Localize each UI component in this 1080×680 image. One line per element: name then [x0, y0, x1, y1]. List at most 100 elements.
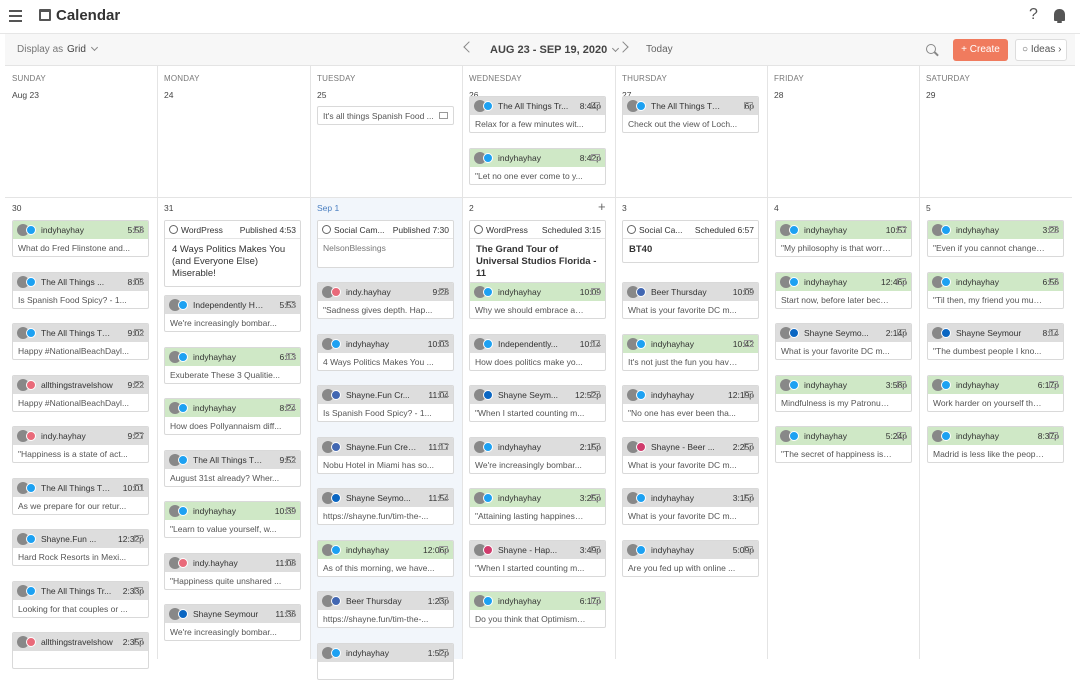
- day-number[interactable]: Sep 1: [317, 203, 340, 213]
- post-card[interactable]: indyhayhay 10:09 Why we should embrace and…: [469, 282, 606, 319]
- post-card[interactable]: indyhayhay 3:28 "Even if you cannot change…: [927, 220, 1064, 257]
- post-card[interactable]: Beer Thursday 10:09 What is your favorite …: [622, 282, 759, 319]
- post-card[interactable]: indyhayhay 8:37p Madrid is less like the p…: [927, 426, 1064, 463]
- bell-icon[interactable]: [1054, 9, 1065, 23]
- post-card[interactable]: indyhayhay 8:24 How does Pollyannaism diff…: [164, 398, 301, 435]
- account-name: Beer Thursday: [651, 287, 707, 297]
- date-range-select[interactable]: AUG 23 - SEP 19, 2020: [490, 44, 620, 56]
- post-card[interactable]: The All Things Travel... 6p Check out the …: [622, 96, 759, 133]
- post-card[interactable]: It's all things Spanish Food ...: [317, 106, 454, 125]
- calendar-icon: [39, 9, 51, 21]
- post-card[interactable]: Shayne.Fun Cr... 11:04 Is Spanish Food Spi…: [317, 385, 454, 422]
- day-number[interactable]: 2: [469, 203, 474, 213]
- day-number[interactable]: 30: [12, 203, 22, 213]
- post-card[interactable]: indyhayhay 5:24p "The secret of happiness …: [775, 426, 912, 463]
- add-post-icon[interactable]: +: [598, 199, 606, 214]
- ideas-button[interactable]: ○ Ideas ›: [1015, 39, 1067, 61]
- post-card[interactable]: indyhayhay 1:52p: [317, 642, 454, 680]
- day-number[interactable]: 27: [622, 90, 632, 100]
- day-number[interactable]: 25: [317, 90, 327, 100]
- post-card[interactable]: Shayne - Hap... 3:49p "When I started coun…: [469, 539, 606, 577]
- post-card[interactable]: indyhayhay 10:42 It's not just the fun you…: [622, 333, 759, 371]
- post-card[interactable]: Shayne Seymo... 11:54 https://shayne.fun/t…: [317, 488, 454, 525]
- twitter-icon: [483, 287, 493, 297]
- post-card[interactable]: Shayne - Beer ... 2:25p What is your favor…: [622, 436, 759, 474]
- post-card[interactable]: indyhayhay 6:17p Work harder on yourself t…: [927, 374, 1064, 412]
- post-card[interactable]: WordPress Scheduled 3:15 The Grand Tour of…: [469, 220, 606, 287]
- post-card[interactable]: Beer Thursday 1:23p https://shayne.fun/tim…: [317, 591, 454, 628]
- post-time: 8:42p: [579, 153, 601, 163]
- post-card[interactable]: indyhayhay 10:57 "My philosophy is that wo…: [775, 220, 912, 257]
- view-select[interactable]: Grid: [67, 43, 98, 55]
- post-preview: "The dumbest people I kno...: [933, 346, 1042, 356]
- day-number[interactable]: 4: [774, 203, 779, 213]
- post-card[interactable]: Shayne Seymour 11:36 We're increasingly bo…: [164, 604, 301, 641]
- day-number[interactable]: 29: [926, 90, 936, 100]
- twitter-icon: [26, 534, 36, 544]
- post-card[interactable]: The All Things Trav... 9:02 Happy #Nationa…: [12, 323, 149, 360]
- post-card[interactable]: Shayne Seymour 8:14 "The dumbest people I …: [927, 323, 1064, 360]
- post-card[interactable]: indyhayhay 12:46p Start now, before later …: [775, 271, 912, 309]
- image-icon: [439, 494, 448, 501]
- post-card[interactable]: indy.hayhay 9:28 "Sadness gives depth. Hap…: [317, 282, 454, 319]
- day-number[interactable]: 31: [164, 203, 174, 213]
- image-icon: [591, 494, 600, 501]
- post-card[interactable]: Shayne Seym... 12:52p "When I started coun…: [469, 385, 606, 422]
- account-name: WordPress: [486, 225, 528, 235]
- help-icon[interactable]: ?: [1029, 6, 1038, 23]
- prev-range-icon[interactable]: [463, 41, 475, 53]
- post-card[interactable]: WordPress Published 4:53 4 Ways Politics M…: [164, 220, 301, 287]
- post-card[interactable]: Social Cam... Published 7:30 NelsonBlessin…: [317, 220, 454, 268]
- day-number[interactable]: Aug 23: [12, 90, 39, 100]
- post-card[interactable]: Shayne.Fun Creati... 11:17 Nobu Hotel in M…: [317, 436, 454, 474]
- day-number[interactable]: 5: [926, 203, 931, 213]
- post-card[interactable]: indyhayhay 6:17p Do you think that Optimis…: [469, 591, 606, 628]
- day-number[interactable]: 26: [469, 90, 479, 100]
- search-icon[interactable]: [926, 44, 936, 54]
- account-name: The All Things Trav...: [193, 454, 265, 465]
- post-preview: Looking for that couples or ...: [18, 603, 128, 614]
- day-number[interactable]: 28: [774, 90, 784, 100]
- post-card[interactable]: allthingstravelshow 9:22 Happy #NationalBe…: [12, 374, 149, 412]
- post-card[interactable]: Independently Hap... 5:53 We're increasing…: [164, 295, 301, 332]
- next-range-icon[interactable]: [617, 41, 629, 53]
- twitter-icon: [636, 101, 646, 111]
- twitter-icon: [26, 585, 36, 596]
- post-card[interactable]: indyhayhay 3:58p Mindfulness is my Patronu…: [775, 374, 912, 412]
- post-card[interactable]: indyhayhay 10:03 4 Ways Politics Makes You…: [317, 333, 454, 371]
- post-card[interactable]: Shayne.Fun ... 12:32p Hard Rock Resorts in…: [12, 529, 149, 566]
- post-card[interactable]: Shayne Seymo... 2:14p What is your favorit…: [775, 323, 912, 360]
- post-card[interactable]: The All Things Tra... 10:01 As we prepare …: [12, 477, 149, 515]
- post-card-header: indy.hayhay 11:08: [165, 553, 300, 572]
- image-icon: [1049, 380, 1058, 388]
- post-card[interactable]: The All Things ... 8:05 Is Spanish Food Sp…: [12, 271, 149, 309]
- post-preview: What is your favorite DC m...: [628, 305, 737, 315]
- post-card[interactable]: indyhayhay 6:13 Exuberate These 3 Qualitie…: [164, 346, 301, 384]
- post-card[interactable]: The All Things Trav... 9:52 August 31st al…: [164, 449, 301, 487]
- day-number[interactable]: 3: [622, 203, 627, 213]
- post-card[interactable]: indyhayhay 10:39 "Learn to value yourself,…: [164, 501, 301, 538]
- post-card[interactable]: indyhayhay 5:09p Are you fed up with onlin…: [622, 539, 759, 577]
- post-card[interactable]: The All Things Tr... 2:33p Looking for tha…: [12, 580, 149, 618]
- post-card[interactable]: indyhayhay 3:25p "Attaining lasting happin…: [469, 488, 606, 525]
- menu-icon[interactable]: [9, 10, 22, 22]
- today-button[interactable]: Today: [646, 44, 673, 55]
- post-card[interactable]: indyhayhay 12:06p As of this morning, we h…: [317, 539, 454, 577]
- post-card[interactable]: indyhayhay 2:15p We're increasingly bombar…: [469, 436, 606, 474]
- post-card[interactable]: The All Things Tr... 8:44p Relax for a few…: [469, 96, 606, 133]
- post-preview: "When I started counting m...: [475, 408, 585, 418]
- post-card[interactable]: indy.hayhay 9:27 "Happiness is a state of …: [12, 426, 149, 463]
- post-card[interactable]: indy.hayhay 11:08 "Happiness quite unshare…: [164, 552, 301, 590]
- create-button[interactable]: + Create: [953, 39, 1008, 61]
- post-card[interactable]: indyhayhay 6:56 "Til then, my friend you m…: [927, 271, 1064, 309]
- post-card[interactable]: indyhayhay 3:15p What is your favorite DC …: [622, 488, 759, 525]
- post-card[interactable]: Social Ca... Scheduled 6:57 BT40: [622, 220, 759, 263]
- post-card[interactable]: indyhayhay 8:42p "Let no one ever come to …: [469, 148, 606, 185]
- post-card-header: The All Things Tra... 10:01: [13, 478, 148, 497]
- post-card[interactable]: indyhayhay 12:19p "No one has ever been th…: [622, 385, 759, 422]
- post-card[interactable]: allthingstravelshow 2:35p: [12, 632, 149, 669]
- image-icon: [134, 535, 143, 542]
- day-number[interactable]: 24: [164, 90, 174, 100]
- post-card[interactable]: Independently... 10:14 How does politics m…: [469, 333, 606, 371]
- post-card[interactable]: indyhayhay 5:58 What do Fred Flinstone and…: [12, 220, 149, 257]
